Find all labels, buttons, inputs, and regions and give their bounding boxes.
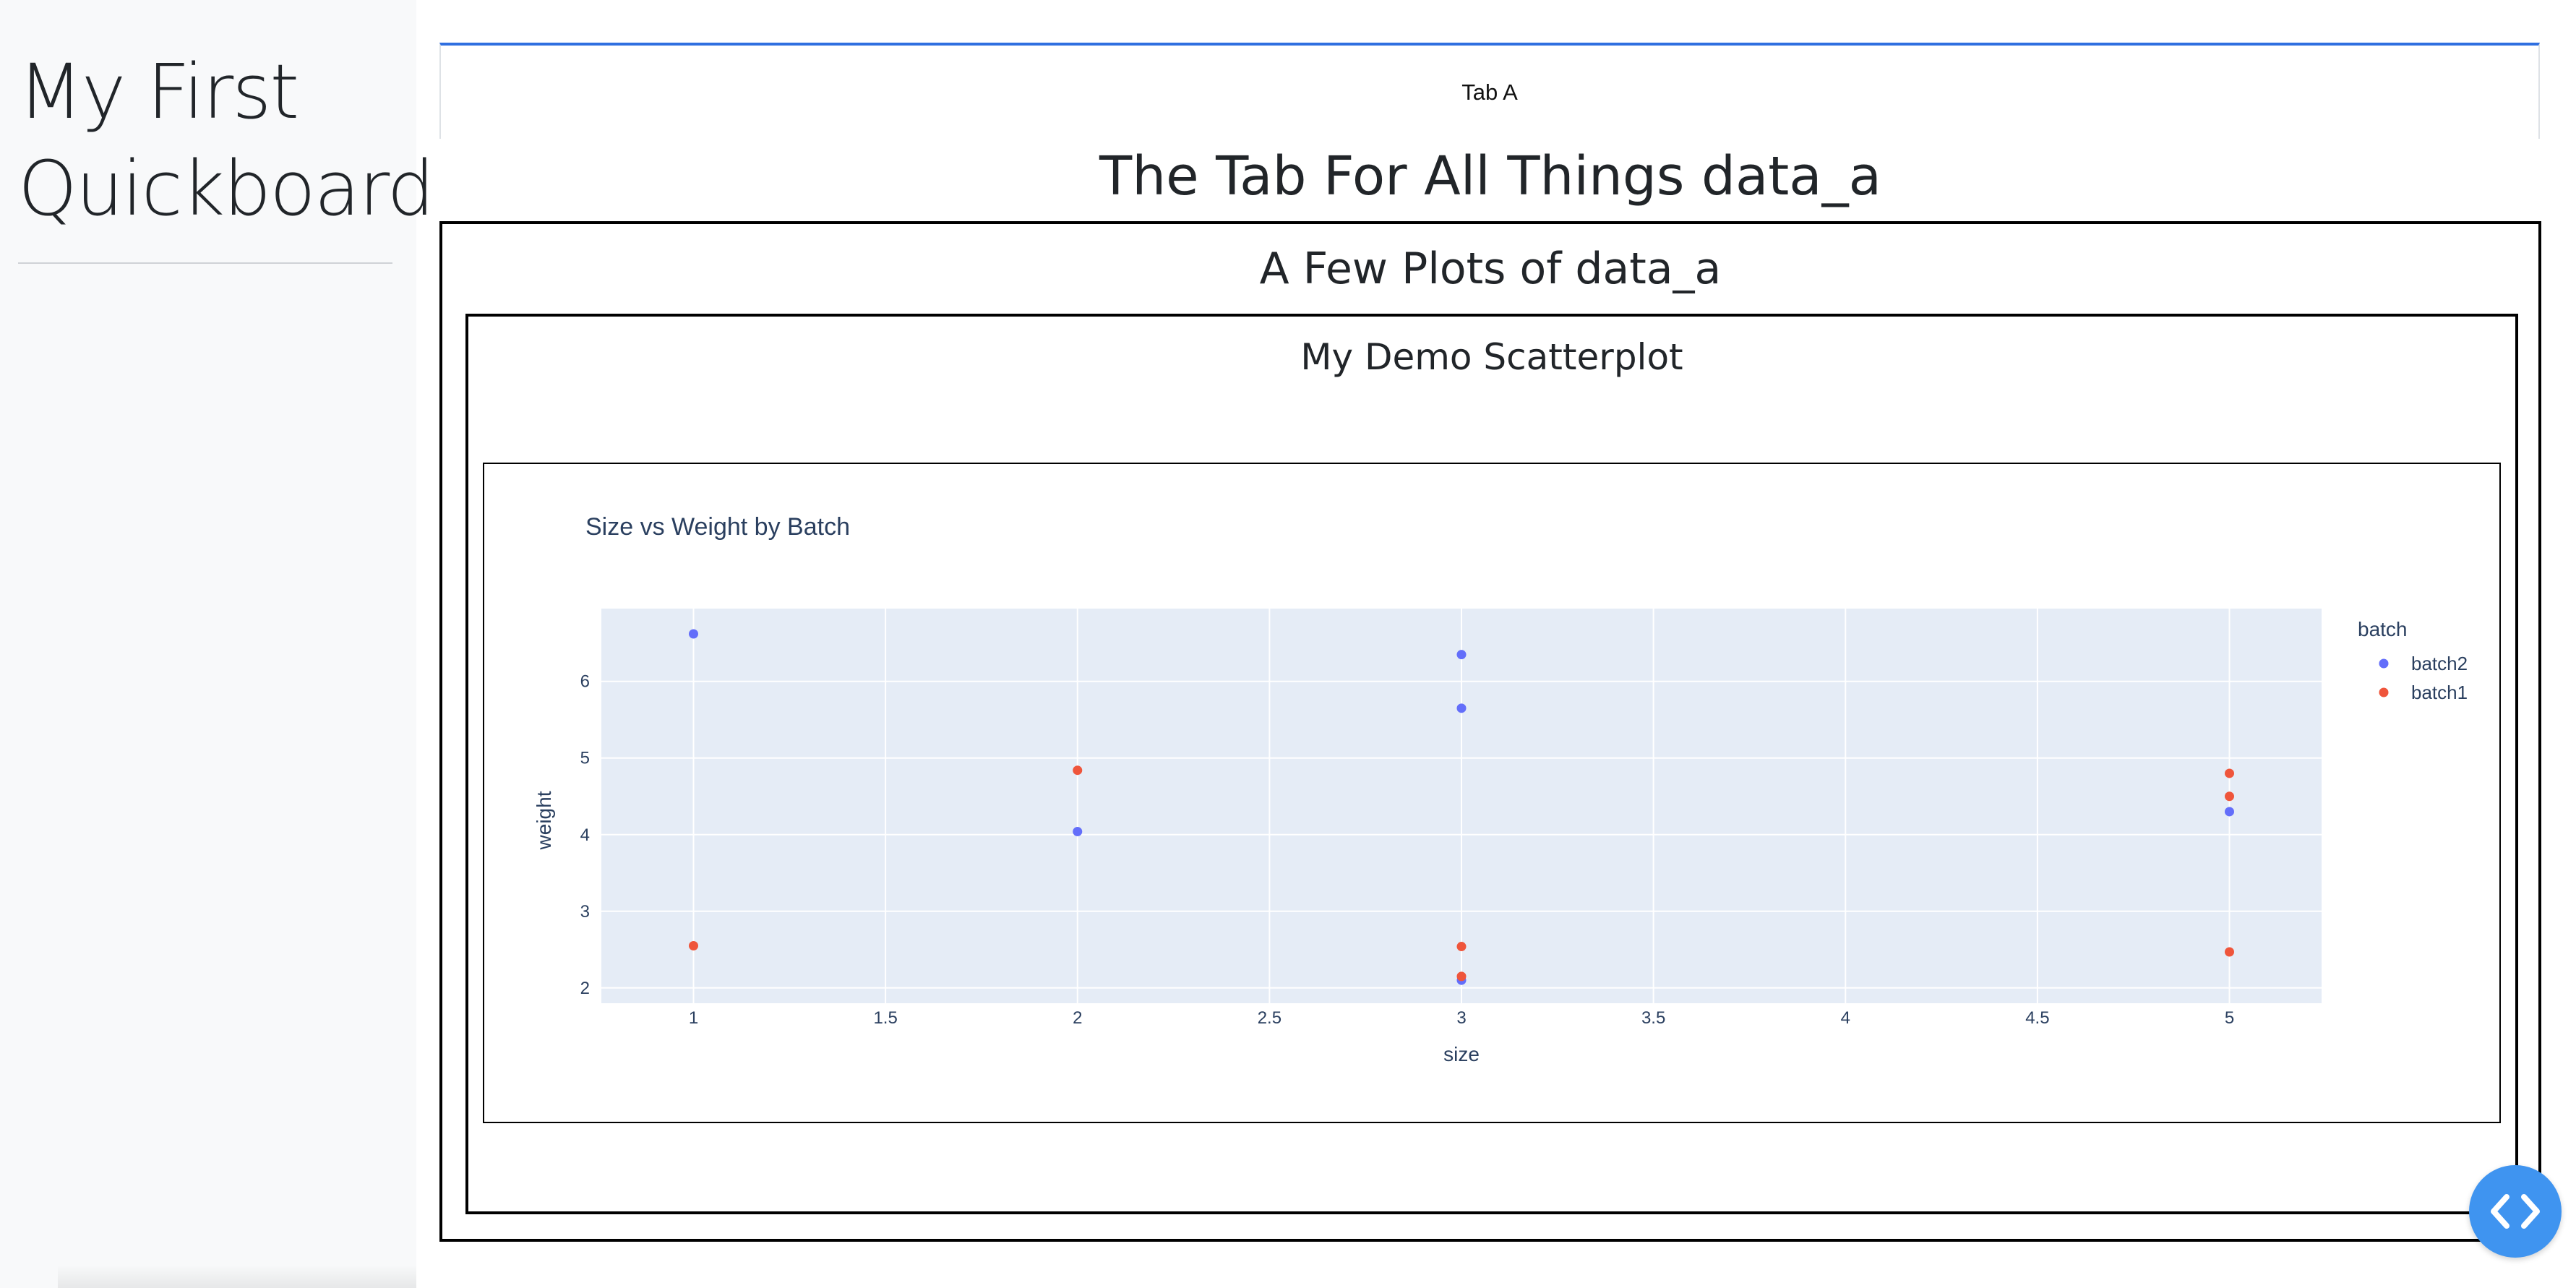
tab-a-label: Tab A <box>1461 79 1518 105</box>
x-tick-label: 1.5 <box>873 1008 897 1028</box>
tab-heading: The Tab For All Things data_a <box>1099 145 1881 207</box>
code-chevrons-icon <box>2491 1194 2540 1229</box>
legend: batch batch2 batch1 <box>2358 618 2468 703</box>
plot-frame[interactable]: 1 1.5 2 2.5 3 3.5 4 4.5 5 2 3 4 5 6 Size vs Weight b… <box>483 463 2501 1123</box>
legend-marker <box>2379 658 2389 669</box>
x-tick-label: 3.5 <box>1641 1008 1665 1028</box>
plots-section: A Few Plots of data_a My Demo Scatterplo… <box>439 221 2541 1242</box>
tab-bar: Tab A <box>439 43 2540 139</box>
legend-label: batch1 <box>2411 682 2468 703</box>
data-point-batch2[interactable] <box>689 629 698 639</box>
data-point-batch1[interactable] <box>2225 768 2234 778</box>
data-point-batch1[interactable] <box>1456 942 1467 952</box>
data-point-batch1[interactable] <box>2225 791 2234 802</box>
data-point-batch2[interactable] <box>1073 827 1083 837</box>
scatterplot-card: My Demo Scatterplot 1 1.5 2 2.5 3 3.5 4 4.5 5 2 3… <box>465 314 2518 1214</box>
data-point-batch1[interactable] <box>1456 971 1467 982</box>
x-tick-label: 4.5 <box>2025 1008 2049 1028</box>
y-tick-label: 6 <box>580 672 590 692</box>
x-tick-label: 4 <box>1841 1008 1850 1028</box>
data-point-batch1[interactable] <box>1073 765 1083 776</box>
sidebar: My First Quickboard <box>0 0 434 1288</box>
legend-marker <box>2379 687 2389 697</box>
legend-title: batch <box>2358 618 2408 640</box>
x-axis-label: size <box>1443 1043 1480 1065</box>
app-title: My First Quickboard <box>18 48 434 233</box>
data-point-batch2[interactable] <box>1456 703 1467 713</box>
sidebar-divider <box>18 262 392 264</box>
tab-a[interactable]: Tab A <box>441 46 2538 139</box>
x-tick-labels: 1 1.5 2 2.5 3 3.5 4 4.5 5 <box>689 1008 2234 1028</box>
chart-title: Size vs Weight by Batch <box>585 513 850 541</box>
section-heading: A Few Plots of data_a <box>1259 244 1722 294</box>
scatter-chart[interactable]: 1 1.5 2 2.5 3 3.5 4 4.5 5 2 3 4 5 6 Size vs Weight b… <box>484 464 2499 1122</box>
grid-lines <box>601 609 2322 1003</box>
data-point-batch1[interactable] <box>689 940 698 950</box>
x-tick-label: 2 <box>1073 1008 1082 1028</box>
data-point-batch2[interactable] <box>1456 650 1467 660</box>
data-point-batch2[interactable] <box>2225 807 2234 817</box>
x-tick-label: 3 <box>1456 1008 1466 1028</box>
data-points <box>689 629 2234 985</box>
code-toggle-button[interactable] <box>2469 1165 2562 1258</box>
data-point-batch1[interactable] <box>2225 947 2234 957</box>
sidebar-shadow <box>58 1265 416 1288</box>
y-axis-label: weight <box>533 791 555 850</box>
x-tick-label: 1 <box>689 1008 698 1028</box>
y-tick-label: 4 <box>580 825 590 845</box>
legend-label: batch2 <box>2411 653 2468 674</box>
x-tick-label: 5 <box>2225 1008 2234 1028</box>
y-tick-labels: 2 3 4 5 6 <box>580 672 590 998</box>
y-tick-label: 2 <box>580 979 590 998</box>
y-tick-label: 5 <box>580 749 590 768</box>
legend-item-batch1[interactable]: batch1 <box>2379 682 2468 703</box>
x-tick-label: 2.5 <box>1258 1008 1281 1028</box>
legend-item-batch2[interactable]: batch2 <box>2379 653 2468 674</box>
y-tick-label: 3 <box>580 902 590 922</box>
card-heading: My Demo Scatterplot <box>1300 336 1683 378</box>
